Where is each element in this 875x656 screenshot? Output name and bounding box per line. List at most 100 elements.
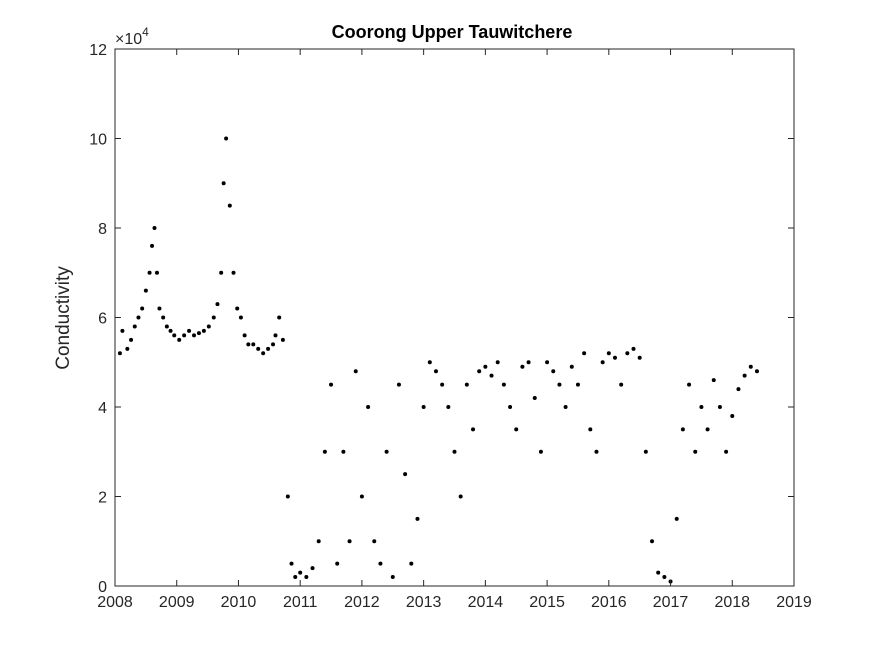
data-point bbox=[754, 369, 759, 374]
y-tick-label: 4 bbox=[98, 400, 107, 417]
data-point bbox=[329, 382, 334, 387]
data-point bbox=[316, 539, 321, 544]
data-point bbox=[705, 427, 710, 432]
x-tick-label: 2011 bbox=[283, 594, 318, 611]
data-point bbox=[730, 413, 735, 418]
data-point bbox=[341, 449, 346, 454]
data-point bbox=[427, 360, 432, 365]
x-tick-label: 2010 bbox=[221, 594, 257, 611]
data-point bbox=[483, 364, 488, 369]
data-point bbox=[643, 449, 648, 454]
data-point bbox=[246, 342, 251, 347]
data-point bbox=[526, 360, 531, 365]
data-point bbox=[680, 427, 685, 432]
data-point bbox=[748, 364, 753, 369]
data-point bbox=[656, 570, 661, 575]
data-point bbox=[717, 405, 722, 409]
data-point bbox=[221, 181, 226, 186]
data-points bbox=[117, 136, 759, 584]
x-tick-label: 2014 bbox=[468, 594, 504, 611]
data-point bbox=[231, 270, 236, 275]
data-point bbox=[662, 575, 667, 580]
data-point bbox=[464, 382, 469, 387]
plot-area bbox=[114, 48, 795, 587]
data-point bbox=[612, 355, 617, 360]
x-tick-label: 2019 bbox=[776, 594, 812, 611]
data-point bbox=[164, 324, 169, 329]
data-point bbox=[322, 449, 327, 454]
data-point bbox=[224, 136, 229, 141]
data-point bbox=[538, 449, 543, 454]
data-point bbox=[219, 270, 224, 275]
data-point bbox=[235, 306, 240, 311]
data-point bbox=[359, 494, 364, 499]
data-point bbox=[211, 315, 216, 320]
data-point bbox=[335, 561, 340, 566]
data-point bbox=[471, 427, 476, 432]
data-point bbox=[600, 360, 605, 365]
data-point bbox=[378, 561, 383, 566]
data-point bbox=[196, 331, 201, 336]
data-point bbox=[192, 333, 197, 338]
data-point bbox=[495, 360, 500, 365]
y-axis-exponent: ×104 bbox=[115, 25, 149, 48]
data-point bbox=[168, 328, 173, 333]
data-point bbox=[120, 328, 125, 333]
x-tick-label: 2018 bbox=[714, 594, 750, 611]
x-tick-label: 2017 bbox=[653, 594, 689, 611]
data-point bbox=[403, 472, 408, 477]
data-point bbox=[154, 270, 159, 275]
x-tick-label: 2013 bbox=[406, 594, 442, 611]
data-point bbox=[310, 566, 315, 571]
data-point bbox=[631, 346, 636, 351]
data-point bbox=[289, 561, 294, 566]
data-point bbox=[557, 382, 562, 387]
data-point bbox=[674, 516, 679, 521]
y-tick-label: 0 bbox=[98, 579, 107, 596]
data-point bbox=[177, 337, 182, 342]
data-point bbox=[569, 364, 574, 369]
data-point bbox=[742, 373, 747, 378]
data-point bbox=[125, 346, 130, 351]
data-point bbox=[206, 324, 211, 329]
data-point bbox=[545, 360, 550, 365]
data-point bbox=[452, 449, 457, 454]
data-point bbox=[637, 355, 642, 360]
data-point bbox=[172, 333, 177, 338]
data-point bbox=[446, 405, 451, 409]
data-point bbox=[619, 382, 624, 387]
y-tick-label: 8 bbox=[98, 221, 107, 238]
data-point bbox=[433, 369, 438, 374]
data-point bbox=[136, 315, 141, 320]
data-point bbox=[372, 539, 377, 544]
data-point bbox=[238, 315, 243, 320]
data-point bbox=[724, 449, 729, 454]
data-point bbox=[280, 337, 285, 342]
x-tick-label: 2015 bbox=[529, 594, 565, 611]
data-point bbox=[150, 243, 155, 248]
data-point bbox=[293, 575, 298, 580]
data-point bbox=[551, 369, 556, 374]
chart-title: Coorong Upper Tauwitchere bbox=[332, 22, 573, 42]
x-tick-label: 2008 bbox=[97, 594, 133, 611]
data-point bbox=[227, 203, 232, 208]
data-point bbox=[117, 351, 122, 356]
data-point bbox=[650, 539, 655, 544]
data-point bbox=[215, 302, 220, 307]
data-point bbox=[594, 449, 599, 454]
data-point bbox=[251, 342, 256, 347]
data-point bbox=[396, 382, 401, 387]
data-point bbox=[477, 369, 482, 374]
x-axis: 2008 2009 2010 2011 2012 2013 2014 2015 2016 2017… bbox=[97, 49, 812, 611]
data-point bbox=[304, 575, 309, 580]
y-axis-label: Conductivity bbox=[53, 266, 74, 370]
data-point bbox=[409, 561, 414, 566]
data-point bbox=[711, 378, 716, 383]
data-point bbox=[699, 405, 704, 409]
data-point bbox=[415, 516, 420, 521]
data-point bbox=[157, 306, 162, 311]
data-point bbox=[347, 539, 352, 544]
exponent-power: 4 bbox=[142, 25, 149, 39]
data-point bbox=[140, 306, 145, 311]
